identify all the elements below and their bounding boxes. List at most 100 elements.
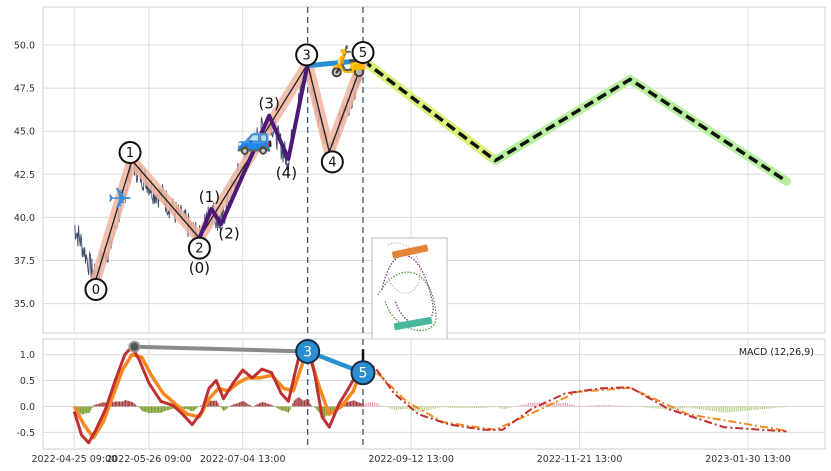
macd-projection-bar xyxy=(718,406,720,412)
macd-histogram-bar xyxy=(192,406,194,412)
macd-peak-connector: 35 xyxy=(128,338,376,386)
macd-projection-bar xyxy=(772,406,774,409)
macd-projection-bar xyxy=(504,406,506,410)
macd-panel: -0.50.00.51.0 35 MACD (12,26,9) xyxy=(16,338,826,450)
macd-histogram-bar xyxy=(147,406,150,413)
macd-projection-bar xyxy=(458,406,460,408)
macd-projection-bar xyxy=(530,402,532,407)
macd-histogram-bar xyxy=(311,405,313,407)
x-tick-label: 2023-01-30 13:00 xyxy=(705,454,791,465)
macd-histogram-bar xyxy=(266,403,268,407)
macd-projection-bar xyxy=(668,406,670,410)
macd-histogram-bar xyxy=(116,401,118,407)
macd-projection-bar xyxy=(770,406,772,409)
macd-histogram-bar xyxy=(132,402,134,407)
x-tick-label: 2022-09-12 13:00 xyxy=(368,454,454,465)
macd-projection-bar xyxy=(577,406,579,407)
macd-projection-bar xyxy=(597,405,599,407)
macd-projection-bar xyxy=(434,406,436,409)
macd-histogram-bar xyxy=(363,404,365,407)
macd-projection-bar xyxy=(514,406,516,408)
macd-projection-bar xyxy=(404,406,406,409)
macd-projection-bar xyxy=(677,406,679,409)
macd-projection-bar xyxy=(735,406,737,412)
macd-histogram-bar xyxy=(77,406,79,412)
macd-histogram-bar xyxy=(293,400,295,407)
macd-projection-bar xyxy=(683,406,685,408)
x-tick-label: 2022-11-21 13:00 xyxy=(537,454,623,465)
macd-projection-bar xyxy=(685,406,688,408)
inset-train-bottom xyxy=(393,316,433,331)
macd-projection-bar xyxy=(571,404,573,407)
macd-histogram-bar xyxy=(289,406,291,411)
macd-projection-bar xyxy=(421,406,423,412)
macd-projection-bar xyxy=(608,405,610,407)
macd-projection-bar xyxy=(365,402,367,407)
macd-histogram-bar xyxy=(168,406,170,410)
macd-projection-bar xyxy=(740,406,742,412)
macd-projection-bar xyxy=(662,406,664,410)
macd-peak-circle xyxy=(350,360,376,386)
macd-projection-bar xyxy=(679,406,681,409)
macd-histogram-bar xyxy=(240,401,242,407)
macd-histogram-bar xyxy=(120,401,122,407)
macd-projection-bar xyxy=(566,403,568,407)
macd-histogram-bar xyxy=(236,403,238,407)
car-icon: 🚙 xyxy=(236,121,273,156)
macd-histogram-bar xyxy=(244,402,246,407)
macd-histogram-bar xyxy=(158,406,160,413)
macd-projection-bar xyxy=(497,406,499,408)
macd-histogram-bar xyxy=(127,400,129,407)
macd-histogram-bar xyxy=(263,402,265,407)
wave-label-number: 1 xyxy=(126,146,134,161)
macd-histogram-bar xyxy=(81,406,83,415)
macd-histogram-bar xyxy=(195,406,197,409)
macd-projection-bar xyxy=(488,406,491,408)
macd-projection-bar xyxy=(759,406,761,410)
macd-projection-line xyxy=(362,359,787,433)
macd-projection-bar xyxy=(584,405,586,407)
macd-histogram-bar xyxy=(315,406,317,409)
macd-projection-bar xyxy=(627,405,629,407)
macd-histogram-bar xyxy=(78,406,80,413)
macd-histogram-bar xyxy=(121,401,124,407)
macd-histogram-bar xyxy=(230,405,232,407)
macd-projection-bar xyxy=(783,406,785,408)
macd-histogram-bar xyxy=(123,400,125,407)
macd-projection-bar xyxy=(443,406,445,408)
macd-histogram-bar xyxy=(137,406,139,408)
macd-projection-bar xyxy=(395,406,397,410)
macd-histogram-bar xyxy=(355,401,357,407)
macd-histogram-bar xyxy=(354,400,356,407)
macd-histogram-bar xyxy=(224,406,226,411)
macd-histogram-bar xyxy=(246,403,248,407)
wave-label-circle xyxy=(84,278,108,302)
macd-histogram-bar xyxy=(212,400,215,407)
macd-histogram-bar xyxy=(130,401,132,407)
macd-projection-bar xyxy=(681,406,683,409)
macd-projection-bar xyxy=(653,406,655,409)
macd-projection-bar xyxy=(408,406,410,410)
macd-projection-bar xyxy=(491,406,493,408)
macd-projection-bar xyxy=(367,402,369,407)
macd-histogram-bar xyxy=(358,402,360,407)
macd-projection-bar xyxy=(506,406,508,409)
macd-projection-bar xyxy=(746,406,748,411)
macd-projection-bar xyxy=(545,402,547,407)
macd-histogram-bar xyxy=(155,406,157,413)
macd-histogram-bar xyxy=(254,405,256,407)
macd-projection-bar xyxy=(757,406,759,410)
macd-histogram-bar xyxy=(303,400,305,407)
macd-peak-number: 5 xyxy=(359,366,368,382)
macd-histogram-bar xyxy=(225,406,228,409)
price-y-tick: 42.5 xyxy=(14,170,35,181)
macd-histogram-bar xyxy=(197,406,199,408)
macd-histogram-bar xyxy=(322,406,324,419)
macd-projection-bar xyxy=(742,406,744,411)
macd-projection-bar xyxy=(714,406,716,412)
macd-histogram-bar xyxy=(313,406,316,408)
macd-histogram-bar xyxy=(272,405,274,407)
macd-projection-bar xyxy=(634,406,636,407)
macd-projection-bar xyxy=(575,405,577,407)
